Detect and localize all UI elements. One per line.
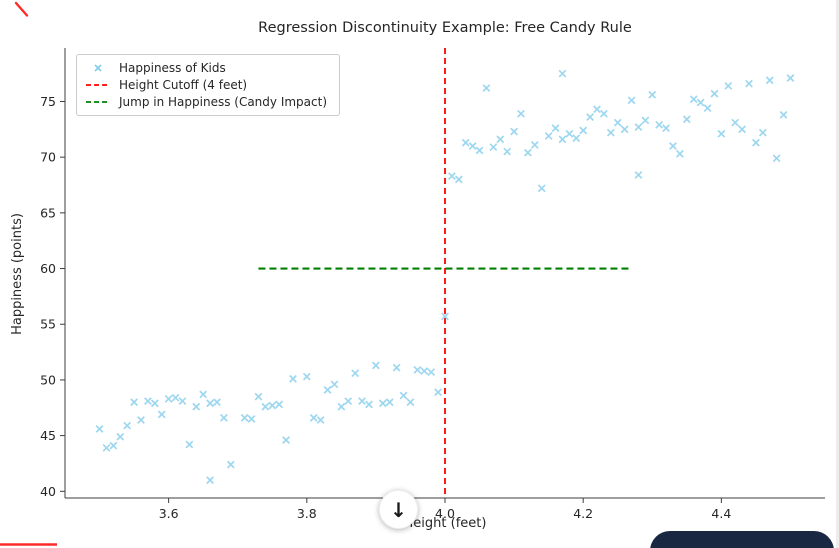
- svg-text:4.0: 4.0: [435, 506, 455, 521]
- y-axis-label: Happiness (points): [10, 213, 25, 335]
- green-dashed-line-icon: [86, 101, 110, 103]
- chart-legend: Happiness of Kids Height Cutoff (4 feet)…: [76, 54, 341, 116]
- legend-item-jump: Jump in Happiness (Candy Impact): [85, 95, 327, 109]
- svg-text:70: 70: [40, 150, 56, 165]
- legend-item-happiness: Happiness of Kids: [85, 61, 327, 75]
- red-dashed-line-icon: [86, 84, 110, 86]
- scrollbar[interactable]: [836, 0, 839, 548]
- svg-text:45: 45: [40, 428, 56, 443]
- svg-text:55: 55: [40, 317, 56, 332]
- svg-text:65: 65: [40, 205, 56, 220]
- bottom-right-widget[interactable]: [650, 531, 834, 548]
- legend-label: Happiness of Kids: [119, 61, 226, 75]
- svg-text:40: 40: [40, 484, 56, 499]
- scroll-down-button[interactable]: ↓: [379, 490, 418, 529]
- svg-text:50: 50: [40, 372, 56, 387]
- chart-title: Regression Discontinuity Example: Free C…: [258, 20, 632, 36]
- svg-text:3.6: 3.6: [159, 506, 179, 521]
- svg-text:60: 60: [40, 261, 56, 276]
- svg-text:3.8: 3.8: [297, 506, 317, 521]
- svg-text:75: 75: [40, 94, 56, 109]
- x-axis-label: Height (feet): [403, 516, 487, 531]
- svg-text:4.2: 4.2: [573, 506, 593, 521]
- legend-label: Height Cutoff (4 feet): [119, 78, 248, 92]
- legend-label: Jump in Happiness (Candy Impact): [119, 95, 328, 109]
- legend-item-cutoff: Height Cutoff (4 feet): [85, 78, 327, 92]
- x-marker-icon: [94, 64, 102, 72]
- svg-text:4.4: 4.4: [711, 506, 731, 521]
- down-arrow-icon: ↓: [390, 497, 407, 522]
